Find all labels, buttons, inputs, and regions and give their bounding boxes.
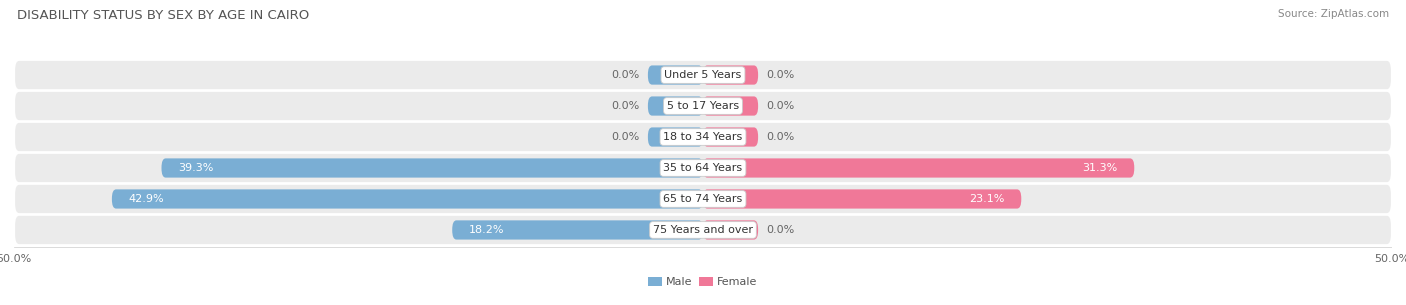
FancyBboxPatch shape bbox=[14, 153, 1392, 183]
Text: 18.2%: 18.2% bbox=[468, 225, 505, 235]
Text: 35 to 64 Years: 35 to 64 Years bbox=[664, 163, 742, 173]
Text: 0.0%: 0.0% bbox=[766, 225, 794, 235]
FancyBboxPatch shape bbox=[162, 158, 703, 178]
Text: DISABILITY STATUS BY SEX BY AGE IN CAIRO: DISABILITY STATUS BY SEX BY AGE IN CAIRO bbox=[17, 9, 309, 22]
Text: 0.0%: 0.0% bbox=[766, 70, 794, 80]
FancyBboxPatch shape bbox=[14, 60, 1392, 90]
Text: 39.3%: 39.3% bbox=[179, 163, 214, 173]
Text: 65 to 74 Years: 65 to 74 Years bbox=[664, 194, 742, 204]
Text: 23.1%: 23.1% bbox=[969, 194, 1005, 204]
FancyBboxPatch shape bbox=[703, 189, 1021, 209]
Text: 0.0%: 0.0% bbox=[766, 101, 794, 111]
Legend: Male, Female: Male, Female bbox=[648, 277, 758, 288]
Text: 42.9%: 42.9% bbox=[128, 194, 165, 204]
Text: 0.0%: 0.0% bbox=[612, 101, 640, 111]
Text: 0.0%: 0.0% bbox=[612, 70, 640, 80]
Text: 31.3%: 31.3% bbox=[1083, 163, 1118, 173]
Text: Under 5 Years: Under 5 Years bbox=[665, 70, 741, 80]
FancyBboxPatch shape bbox=[648, 127, 703, 147]
Text: 0.0%: 0.0% bbox=[766, 132, 794, 142]
FancyBboxPatch shape bbox=[112, 189, 703, 209]
FancyBboxPatch shape bbox=[453, 220, 703, 239]
FancyBboxPatch shape bbox=[14, 184, 1392, 214]
FancyBboxPatch shape bbox=[648, 96, 703, 116]
Text: Source: ZipAtlas.com: Source: ZipAtlas.com bbox=[1278, 9, 1389, 19]
FancyBboxPatch shape bbox=[648, 66, 703, 85]
Text: 75 Years and over: 75 Years and over bbox=[652, 225, 754, 235]
FancyBboxPatch shape bbox=[703, 158, 1135, 178]
FancyBboxPatch shape bbox=[14, 91, 1392, 121]
FancyBboxPatch shape bbox=[703, 66, 758, 85]
FancyBboxPatch shape bbox=[703, 220, 758, 239]
Text: 0.0%: 0.0% bbox=[612, 132, 640, 142]
FancyBboxPatch shape bbox=[703, 127, 758, 147]
Text: 18 to 34 Years: 18 to 34 Years bbox=[664, 132, 742, 142]
Text: 5 to 17 Years: 5 to 17 Years bbox=[666, 101, 740, 111]
FancyBboxPatch shape bbox=[14, 122, 1392, 152]
FancyBboxPatch shape bbox=[703, 96, 758, 116]
FancyBboxPatch shape bbox=[14, 215, 1392, 245]
